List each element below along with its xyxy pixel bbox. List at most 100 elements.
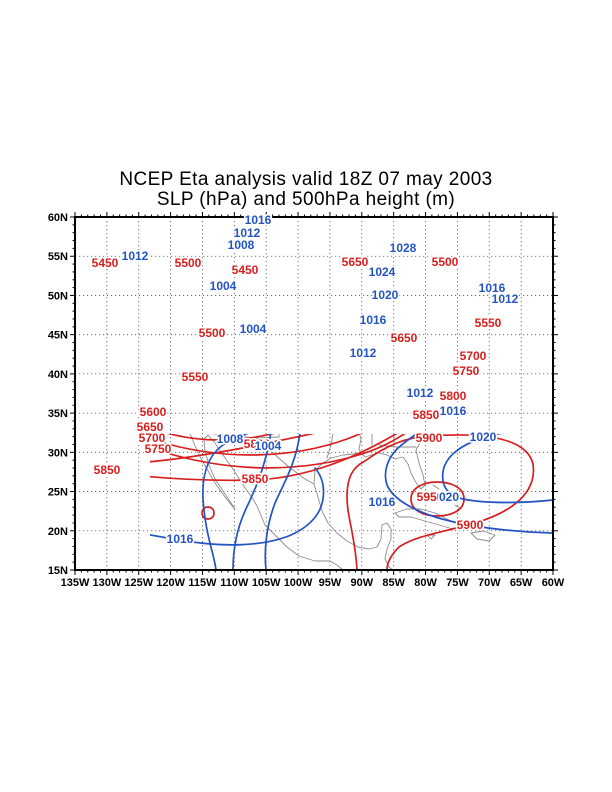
contour-line-5800 [150, 434, 316, 463]
contour-line-5900 [75, 480, 83, 501]
contour-line-1020 [441, 434, 554, 504]
geography-path [429, 341, 449, 348]
axis-ticks [70, 212, 558, 575]
contour-label-5850: 5850 [94, 463, 121, 477]
contour-label-1016: 1016 [479, 281, 506, 295]
geography-path [171, 358, 205, 431]
geography-path [405, 351, 431, 363]
contour-label-1028: 1028 [390, 241, 417, 255]
lon-label-115W: 115W [188, 577, 217, 589]
geography-path [358, 434, 362, 454]
geography-path [189, 434, 344, 571]
contour-label-1012: 1012 [407, 386, 434, 400]
contour-label-5550: 5550 [475, 316, 502, 330]
contour-label-5700: 5700 [460, 349, 487, 363]
lon-label-105W: 105W [252, 577, 281, 589]
lon-label-65W: 65W [510, 577, 533, 589]
contour-label-1016: 1016 [369, 495, 396, 509]
contour-line-1004 [232, 434, 272, 571]
contour-label-1012: 1012 [234, 226, 261, 240]
lat-label-45N: 45N [48, 330, 68, 342]
chart-title-line2: SLP (hPa) and 500hPa height (m) [156, 189, 456, 210]
contour-label-5850: 5850 [242, 472, 269, 486]
contour-label-1016: 1016 [167, 532, 194, 546]
contour-line-1016 [150, 467, 325, 546]
lat-label-60N: 60N [48, 212, 68, 224]
geography-path [95, 275, 103, 287]
contour-label-5600: 5600 [140, 405, 167, 419]
geography-path [394, 508, 460, 530]
lat-label-55N: 55N [48, 251, 68, 263]
chart-title-line1: NCEP Eta analysis valid 18Z 07 may 2003 [119, 169, 493, 190]
contour-label-5450: 5450 [232, 263, 259, 277]
lon-label-80W: 80W [414, 577, 437, 589]
contour-label-5900: 5900 [416, 431, 443, 445]
lon-label-60W: 60W [542, 577, 565, 589]
map-frame [74, 216, 554, 571]
contour-line-1008 [202, 434, 249, 571]
lon-label-85W: 85W [382, 577, 405, 589]
geography-path [478, 331, 480, 349]
contour-label-5850: 5850 [413, 408, 440, 422]
geography-path [521, 329, 541, 345]
contour-line-5700 [150, 434, 362, 456]
contour-label-1020: 1020 [470, 430, 497, 444]
contour-line-5500 [331, 217, 553, 259]
contour-label-5650: 5650 [391, 331, 418, 345]
lat-label-20N: 20N [48, 526, 68, 538]
contour-label-1004: 1004 [255, 439, 282, 453]
lon-label-70W: 70W [478, 577, 501, 589]
contour-label-5500: 5500 [432, 255, 459, 269]
contour-label-1012: 1012 [350, 346, 377, 360]
geography-layer [95, 275, 553, 571]
geography-path [256, 437, 315, 485]
contour-line-5900 [346, 434, 535, 571]
contour-line-5850 [150, 434, 398, 482]
geography-path [256, 436, 280, 439]
contour-label-1016: 1016 [360, 313, 387, 327]
contour-labels: 5450 545055005500550055505550560056505650… [90, 211, 520, 547]
lon-label-90W: 90W [350, 577, 373, 589]
contour-label-5750: 5750 [145, 442, 172, 456]
chart-title: NCEP Eta analysis valid 18Z 07 may 2003 … [0, 170, 612, 210]
contour-line-1016 [384, 434, 554, 534]
contour-label-1020: 1020 [372, 288, 399, 302]
lat-label-40N: 40N [48, 369, 68, 381]
contour-label-5500: 5500 [175, 256, 202, 270]
contour-label-5800: 5800 [440, 389, 467, 403]
lon-label-75W: 75W [446, 577, 469, 589]
contour-line-1016 [292, 217, 553, 322]
geography-path [375, 329, 387, 361]
contour-label-020: 020 [439, 490, 459, 504]
lon-label-100W: 100W [284, 577, 313, 589]
contour-label-1024: 1024 [369, 265, 396, 279]
contour-label-5650: 5650 [137, 420, 164, 434]
contour-label-1016: 1016 [245, 213, 272, 227]
lon-label-135W: 135W [61, 577, 90, 589]
graticule [75, 217, 553, 570]
contour-label-5950: 5950 [417, 490, 444, 504]
slp-contours [150, 217, 554, 571]
contour-label-5750: 5750 [453, 364, 480, 378]
lon-label-95W: 95W [319, 577, 342, 589]
contour-label-5450: 5450 [92, 256, 119, 270]
contour-line-1012 [264, 434, 301, 571]
contour-label-1012: 1012 [122, 249, 149, 263]
lon-label-125W: 125W [124, 577, 153, 589]
lat-label-35N: 35N [48, 408, 68, 420]
lon-label-120W: 120W [156, 577, 185, 589]
geography-path [541, 295, 553, 301]
lon-label-130W: 130W [92, 577, 121, 589]
contour-label-5500: 5500 [199, 326, 226, 340]
lon-label-110W: 110W [220, 577, 249, 589]
contour-label-1004: 1004 [240, 322, 267, 336]
lat-label-25N: 25N [48, 487, 68, 499]
contour-line-5750 [150, 434, 406, 469]
contour-label-1016: 1016 [440, 404, 467, 418]
contour-label-1004: 1004 [210, 279, 237, 293]
contour-label-5800: 5800 [244, 437, 271, 451]
contour-label-1008: 1008 [228, 238, 255, 252]
geography-path [313, 483, 394, 571]
